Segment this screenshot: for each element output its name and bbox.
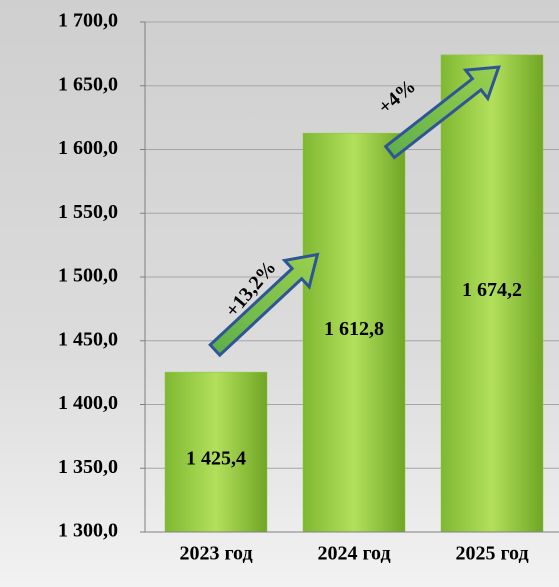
y-tick-label: 1 500,0 xyxy=(58,265,118,287)
y-tick-label: 1 600,0 xyxy=(58,137,118,159)
y-tick-label: 1 350,0 xyxy=(58,456,118,478)
y-tick-label: 1 700,0 xyxy=(58,10,118,32)
value-label: 1 612,8 xyxy=(324,318,384,340)
y-tick-label: 1 450,0 xyxy=(58,328,118,350)
y-tick-label: 1 400,0 xyxy=(58,392,118,414)
y-tick-label: 1 550,0 xyxy=(58,201,118,223)
value-label: 1 425,4 xyxy=(186,448,246,470)
value-label: 1 674,2 xyxy=(462,279,522,301)
y-tick-label: 1 650,0 xyxy=(58,73,118,95)
x-tick-label: 2023 год xyxy=(179,543,252,565)
page: +13,2% +4% 1 300,01 350,01 400,01 450,01… xyxy=(0,0,559,587)
chart: +13,2% +4% 1 300,01 350,01 400,01 450,01… xyxy=(0,0,559,587)
x-tick-label: 2025 год xyxy=(455,543,528,565)
x-tick-label: 2024 год xyxy=(317,543,390,565)
y-tick-label: 1 300,0 xyxy=(58,520,118,542)
